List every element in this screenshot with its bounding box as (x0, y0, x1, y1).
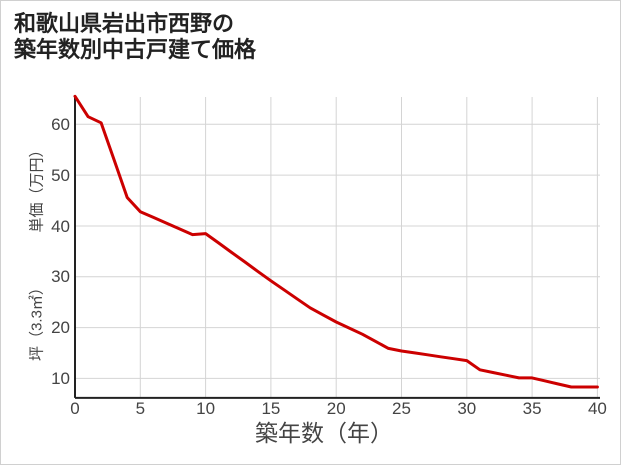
svg-text:0: 0 (70, 399, 79, 418)
svg-text:40: 40 (588, 399, 607, 418)
svg-text:15: 15 (261, 399, 280, 418)
svg-text:10: 10 (196, 399, 215, 418)
svg-text:築年数（年）: 築年数（年） (255, 420, 393, 446)
svg-text:35: 35 (523, 399, 542, 418)
svg-text:50: 50 (51, 166, 70, 185)
svg-text:30: 30 (457, 399, 476, 418)
svg-text:40: 40 (51, 217, 70, 236)
svg-text:5: 5 (136, 399, 145, 418)
svg-text:20: 20 (51, 318, 70, 337)
svg-text:10: 10 (51, 369, 70, 388)
svg-text:25: 25 (392, 399, 411, 418)
svg-text:60: 60 (51, 115, 70, 134)
svg-text:30: 30 (51, 267, 70, 286)
svg-text:20: 20 (327, 399, 346, 418)
